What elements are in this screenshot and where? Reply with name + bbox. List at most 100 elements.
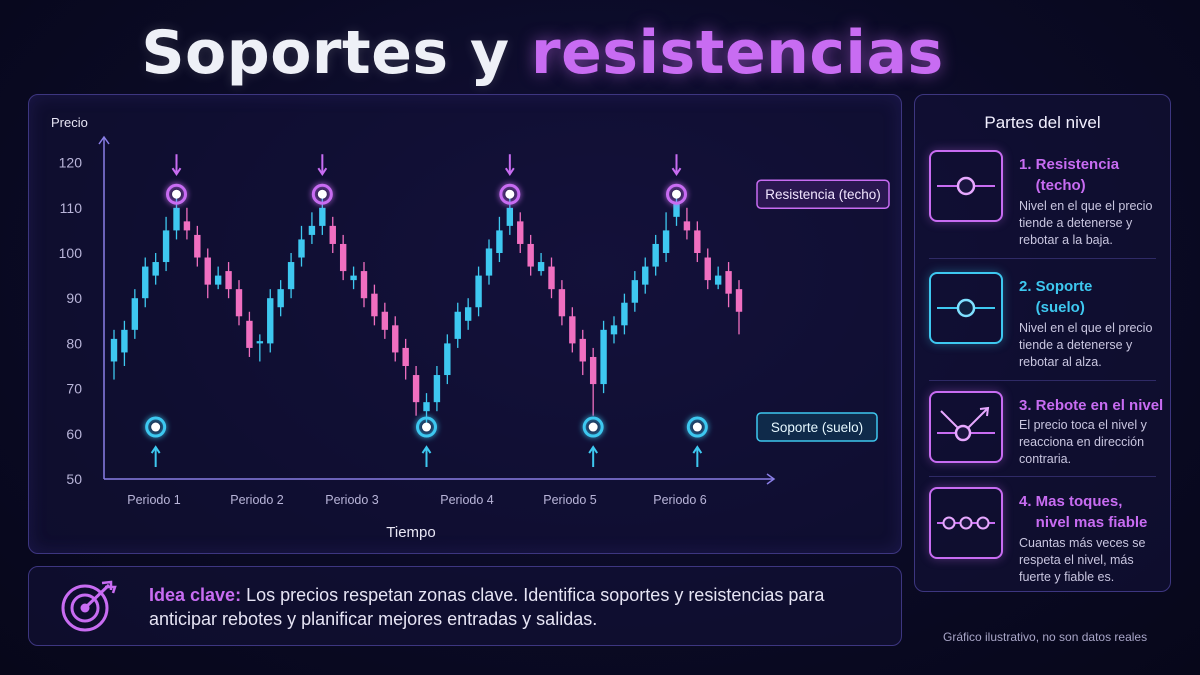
candle-body — [142, 266, 149, 299]
candle-body — [475, 275, 482, 308]
idea-label: Idea clave: — [149, 585, 242, 605]
resistance-label-box — [756, 179, 890, 209]
part-bounce-desc: El precio toca el nivel y reacciona en d… — [1019, 418, 1147, 466]
x-axis-arrow — [766, 473, 776, 485]
candle-body — [256, 341, 264, 344]
page-title: Soportes y resistencias — [0, 18, 1085, 88]
part-support-title: 2. Soporte (suelo) — [1019, 278, 1093, 316]
candle-body — [371, 293, 378, 317]
x-axis-label: Tiempo — [386, 524, 435, 541]
support-touch — [582, 416, 604, 438]
part-touches-title: 4. Mas toques, nivel mas fiable — [1019, 493, 1148, 531]
part-bounce-title: 3. Rebote en el nivel — [1019, 397, 1164, 414]
up-arrow-head — [421, 445, 432, 454]
candle-body — [235, 289, 243, 317]
candle-body — [152, 262, 159, 276]
candle-body — [329, 225, 336, 244]
candle-body — [173, 207, 180, 231]
candle-body — [381, 311, 389, 330]
candle-body — [183, 221, 191, 231]
candle-body — [673, 203, 680, 217]
part-resistance-desc: Nivel en el que el precio tiende a deten… — [1019, 199, 1153, 247]
y-axis-arrow — [98, 135, 110, 145]
target-icon — [59, 578, 121, 639]
divider — [929, 258, 1156, 259]
resistance-touch — [499, 183, 521, 205]
y-tick-label: 60 — [66, 426, 82, 442]
resistance-line-icon — [929, 150, 1003, 222]
candle-body — [277, 289, 284, 308]
title-part-2: resistencias — [530, 18, 944, 88]
candle-body — [402, 347, 409, 366]
x-tick-label: Periodo 4 — [440, 493, 494, 507]
candle-body — [735, 289, 743, 312]
y-tick-label: 120 — [59, 155, 83, 171]
y-tick-label: 80 — [66, 335, 82, 351]
candle-body — [246, 320, 253, 348]
candle-body — [496, 230, 503, 253]
part-touches-desc: Cuantas más veces se respeta el nivel, m… — [1019, 536, 1146, 584]
candle-body — [298, 239, 305, 258]
footnote: Gráfico ilustrativo, no son datos reales — [943, 630, 1148, 644]
candle-body — [339, 243, 347, 272]
candle-body — [714, 275, 722, 285]
resistance-touch-center — [505, 189, 515, 199]
side-panel-title: Partes del nivel — [984, 113, 1101, 132]
idea-panel: Idea clave: Los precios respetan zonas c… — [28, 566, 902, 646]
support-touch — [686, 416, 708, 438]
resistance-touch — [166, 183, 187, 205]
down-arrow-head — [171, 167, 182, 177]
candlestick-chart: Resistencia (techo) Soporte (suelo) Preci… — [51, 115, 901, 541]
resistance-touch — [666, 183, 687, 205]
candle-body — [548, 266, 555, 290]
part-resistance-title: 1. Resistencia (techo) — [1019, 156, 1120, 194]
resistance-label: Resistencia (techo) — [765, 187, 881, 202]
x-tick-label: Periodo 1 — [127, 493, 181, 507]
candle-body — [642, 266, 649, 285]
candle-body — [610, 325, 618, 335]
support-touch-center — [692, 422, 702, 432]
candle-body — [423, 402, 430, 412]
resistance-touch — [311, 183, 333, 205]
candle-body — [662, 230, 670, 253]
candle-body — [204, 257, 211, 285]
candle-body — [569, 316, 576, 344]
candle-body — [433, 375, 441, 403]
candle-body — [537, 262, 545, 272]
candle-body — [579, 338, 586, 362]
candle-body — [558, 289, 566, 317]
candle-body — [110, 338, 118, 362]
candle-body — [225, 271, 232, 290]
candle-body — [454, 311, 461, 339]
side-panel: Partes del nivel 1. Resistencia (techo) … — [914, 94, 1171, 592]
x-tick-label: Periodo 6 — [653, 493, 707, 507]
candle-body — [121, 329, 128, 353]
candle-body — [704, 257, 711, 281]
support-touch — [145, 416, 167, 438]
down-arrow-head — [317, 167, 328, 177]
up-arrow-head — [692, 445, 703, 454]
chart-panel: Resistencia (techo) Soporte (suelo) Preci… — [28, 94, 902, 554]
y-tick-label: 100 — [59, 245, 83, 261]
candle-body — [464, 307, 472, 321]
candle-body — [485, 248, 493, 276]
support-touch — [416, 416, 437, 438]
candle-body — [350, 275, 357, 281]
candle-body — [392, 325, 399, 353]
up-arrow-head — [588, 445, 598, 454]
resistance-touch-center — [317, 189, 327, 199]
up-arrow-head — [150, 445, 161, 454]
x-tick-label: Periodo 2 — [230, 493, 284, 507]
candle-body — [725, 271, 732, 294]
candle-body — [194, 234, 201, 258]
divider — [929, 380, 1156, 381]
candle-body — [517, 221, 524, 244]
y-tick-label: 110 — [60, 200, 83, 216]
candle-body — [131, 298, 139, 330]
resistance-touch-center — [172, 189, 181, 199]
candle-body — [589, 356, 597, 385]
y-tick-label: 70 — [66, 381, 82, 397]
candle-body — [319, 207, 326, 226]
candle-body — [214, 275, 222, 285]
x-tick-label: Periodo 5 — [543, 493, 597, 507]
